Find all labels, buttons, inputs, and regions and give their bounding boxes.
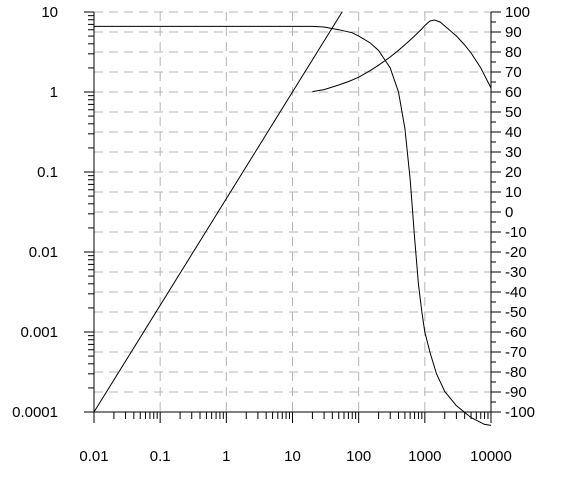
y-tick-label: 10 [41, 4, 58, 21]
x-tick-label: 10 [284, 448, 301, 465]
y2-tick-label: -30 [505, 264, 527, 281]
y-tick-label: 0.001 [20, 324, 58, 341]
y2-tick-label: 20 [505, 164, 522, 181]
y2-tick-label: -100 [505, 404, 535, 421]
y-tick-label: 0.0001 [12, 404, 58, 421]
phase-series [312, 19, 492, 93]
y2-tick-label: 50 [505, 104, 522, 121]
y-tick-label: 0.01 [29, 244, 58, 261]
y2-tick-label: 100 [505, 4, 530, 21]
y2-tick-label: 30 [505, 144, 522, 161]
x-tick-label: 100 [346, 448, 371, 465]
diagonal-line-series [93, 11, 343, 413]
y2-tick-label: -10 [505, 224, 527, 241]
y2-tick-label: -40 [505, 284, 527, 301]
x-tick-label: 1 [222, 448, 230, 465]
y2-tick-label: 80 [505, 44, 522, 61]
y2-tick-label: -80 [505, 364, 527, 381]
magnitude-series [94, 25, 492, 426]
y2-tick-label: -50 [505, 304, 527, 321]
y-tick-label: 1 [50, 84, 58, 101]
y2-tick-label: 90 [505, 24, 522, 41]
y2-tick-label: -90 [505, 384, 527, 401]
y2-tick-label: -60 [505, 324, 527, 341]
y2-tick-label: 40 [505, 124, 522, 141]
grid [93, 11, 492, 413]
y2-tick-label: 0 [505, 204, 513, 221]
y2-tick-label: 10 [505, 184, 522, 201]
x-tick-label: 1000 [408, 448, 441, 465]
y2-tick-label: -70 [505, 344, 527, 361]
y2-tick-label: -20 [505, 244, 527, 261]
x-tick-label: 10000 [470, 448, 512, 465]
y2-tick-label: 70 [505, 64, 522, 81]
x-tick-label: 0.1 [150, 448, 171, 465]
series-layer [93, 11, 492, 426]
y-tick-label: 0.1 [37, 164, 58, 181]
axes [84, 11, 501, 423]
y2-tick-label: 60 [505, 84, 522, 101]
tick-labels: 0.01 0.1 1 10 100 1000 100000.00010.0010.010.1… [12, 4, 535, 465]
x-tick-label: 0.01 [79, 448, 108, 465]
